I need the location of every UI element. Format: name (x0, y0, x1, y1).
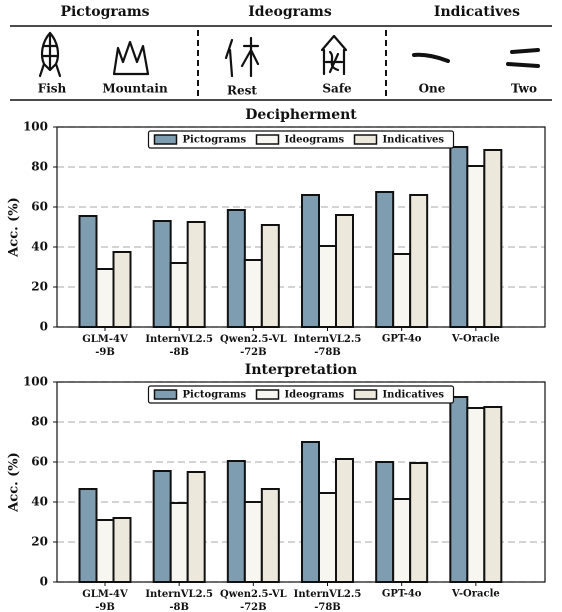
legend: Pictograms Ideograms Indicatives (149, 386, 454, 403)
bar (336, 215, 353, 327)
legend-label: Ideograms (285, 390, 345, 401)
legend-swatch (355, 135, 377, 144)
x-tick-label: GLM-4V-9B (82, 334, 128, 358)
glyph-mountain (114, 42, 148, 74)
x-tick-label: InternVL2.5-78B (294, 589, 362, 612)
group-title: Pictograms (60, 4, 149, 20)
bar (97, 269, 114, 327)
x-tick-label: GLM-4V-9B (82, 589, 128, 612)
item-label: Safe (322, 82, 352, 96)
chart-title: Decipherment (245, 107, 357, 123)
y-tick-label: 20 (31, 535, 48, 549)
y-tick-label: 20 (31, 280, 48, 294)
bar (376, 192, 393, 327)
bar (245, 260, 262, 327)
y-tick-label: 40 (31, 240, 48, 254)
legend-swatch (257, 135, 279, 144)
x-tick-label: GPT-4o (382, 589, 422, 600)
legend-label: Ideograms (285, 135, 345, 146)
glyph-fish (40, 33, 60, 76)
x-tick-label: Qwen2.5-VL-72B (220, 334, 287, 358)
bar (450, 147, 467, 327)
bar (80, 489, 97, 582)
y-tick-label: 60 (31, 200, 48, 214)
y-tick-label: 60 (31, 455, 48, 469)
group-title: Indicatives (434, 4, 520, 20)
y-tick-label: 100 (23, 120, 48, 134)
x-tick-label: InternVL2.5-8B (145, 589, 213, 612)
item-label: Mountain (102, 82, 168, 96)
y-tick-label: 0 (40, 575, 48, 589)
bar (188, 222, 205, 327)
bar (80, 216, 97, 327)
bar (114, 252, 131, 327)
x-tick-label: InternVL2.5-8B (145, 334, 213, 358)
y-tick-label: 100 (23, 375, 48, 389)
legend-swatch (355, 390, 377, 399)
group-title: Ideograms (248, 4, 332, 20)
bar (154, 471, 171, 582)
legend-label: Pictograms (183, 390, 247, 401)
bar (319, 493, 336, 582)
x-tick-label: V-Oracle (451, 589, 500, 600)
bar (319, 246, 336, 327)
bar (262, 225, 279, 327)
legend-label: Pictograms (183, 135, 247, 146)
bar (467, 408, 484, 582)
bar (171, 503, 188, 582)
x-tick-label: InternVL2.5-78B (294, 334, 362, 358)
y-axis-label: Acc. (%) (7, 197, 22, 258)
item-label: Rest (227, 84, 257, 98)
bar (245, 502, 262, 582)
bar (410, 195, 427, 327)
chart-title: Interpretation (245, 362, 357, 378)
legend-label: Indicatives (383, 390, 445, 401)
bar (393, 499, 410, 582)
legend-label: Indicatives (383, 135, 445, 146)
y-tick-label: 40 (31, 495, 48, 509)
bar (262, 489, 279, 582)
bar (228, 461, 245, 582)
bar (154, 221, 171, 327)
bar (97, 520, 114, 582)
bar (171, 263, 188, 327)
legend: Pictograms Ideograms Indicatives (149, 131, 454, 148)
y-tick-label: 80 (31, 160, 48, 174)
bar (302, 442, 319, 582)
item-label: Two (511, 82, 537, 96)
x-tick-label: GPT-4o (382, 334, 422, 345)
glyph-two (508, 50, 538, 66)
figure: Pictograms Ideograms Indicatives Fish Mo… (0, 0, 562, 612)
legend-swatch (155, 135, 177, 144)
bar (302, 195, 319, 327)
y-axis-label: Acc. (%) (7, 452, 22, 513)
glyph-rest (226, 38, 258, 76)
glyph-one (414, 55, 448, 61)
y-tick-label: 80 (31, 415, 48, 429)
bar (467, 166, 484, 327)
y-tick-label: 0 (40, 320, 48, 334)
legend-swatch (257, 390, 279, 399)
item-label: Fish (38, 82, 67, 96)
x-tick-label: V-Oracle (451, 334, 500, 345)
bar (484, 407, 501, 582)
bar (393, 254, 410, 327)
bar (114, 518, 131, 582)
bar (336, 459, 353, 582)
glyph-safe (322, 36, 346, 74)
bar (376, 462, 393, 582)
bar (450, 397, 467, 582)
legend-swatch (155, 390, 177, 399)
x-tick-label: Qwen2.5-VL-72B (220, 589, 287, 612)
bar (484, 150, 501, 327)
item-label: One (419, 82, 446, 96)
bar (228, 210, 245, 327)
bar (410, 463, 427, 582)
bar (188, 472, 205, 582)
